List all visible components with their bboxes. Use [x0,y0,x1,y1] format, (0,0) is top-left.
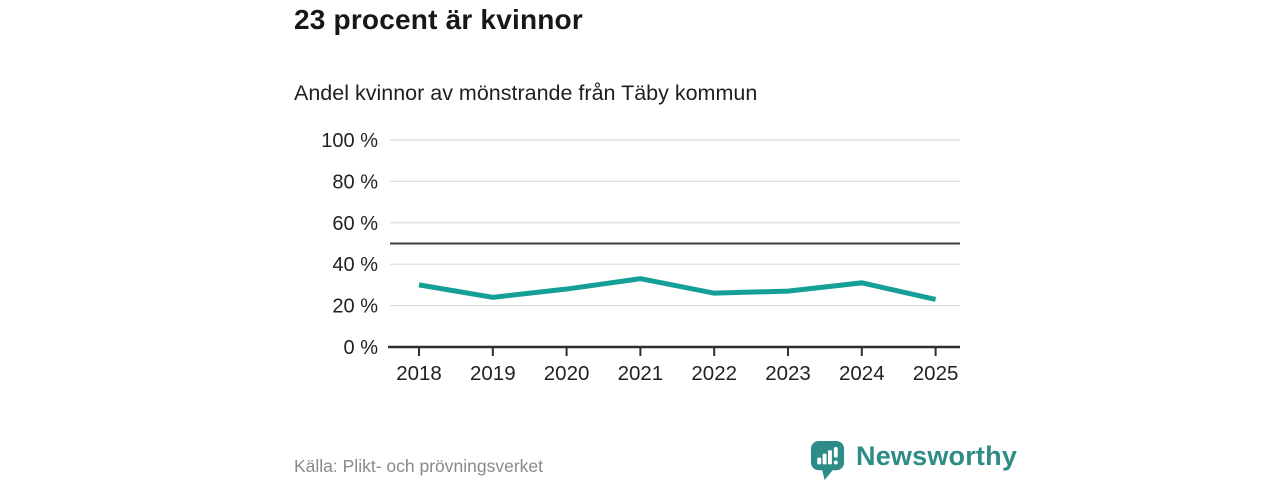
x-tick-label: 2018 [396,362,442,385]
source-label: Källa: Plikt- och prövningsverket [294,456,543,476]
y-tick-label: 60 % [332,213,378,235]
data-line [418,276,937,302]
x-tick-label: 2019 [470,362,516,385]
y-tick-label: 40 % [332,254,378,276]
brand-logo: Newsworthy [810,440,1017,480]
x-tick-label: 2025 [913,362,959,385]
x-tick-label: 2021 [618,362,664,385]
y-tick-label: 100 % [321,130,378,152]
brand-name: Newsworthy [856,441,1018,471]
y-tick-label: 0 % [344,337,379,359]
chart-title: 23 procent är kvinnor [294,4,583,35]
x-tick-label: 2022 [691,362,737,385]
chart-subtitle: Andel kvinnor av mönstrande från Täby ko… [294,81,758,105]
y-tick-label: 20 % [332,296,378,318]
x-tick-label: 2023 [765,362,811,385]
x-tick-label: 2024 [839,362,885,385]
line-chart: 0 % 20 % 40 % 60 % 80 % 100 % 2018 2019 2020 2021… [321,130,960,385]
x-tick-label: 2020 [544,362,590,385]
y-tick-label: 80 % [332,171,378,193]
newsworthy-chart-bubble-icon [810,441,845,480]
